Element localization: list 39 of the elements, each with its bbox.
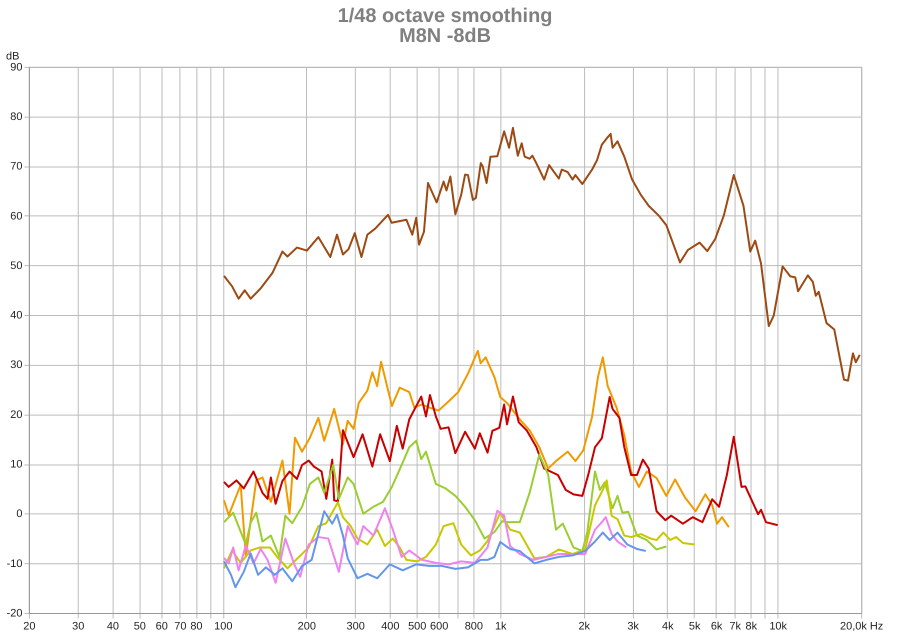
x-tick-label: 50 (134, 620, 146, 632)
y-tick-label: 90 (10, 61, 22, 74)
chart-title: 1/48 octave smoothing (338, 4, 552, 27)
x-tick-label: 2k (578, 620, 591, 632)
x-tick-label: 5k (688, 620, 701, 632)
y-tick-label: -10 (6, 558, 22, 570)
chart-subtitle: M8N -8dB (399, 24, 491, 47)
y-tick-label: 50 (10, 260, 22, 272)
y-tick-label: 60 (10, 210, 22, 222)
y-tick-label: 20 (10, 408, 22, 421)
x-tick-label: 8k (745, 620, 758, 632)
x-tick-label: 80 (190, 620, 203, 632)
x-tick-label: 1k (494, 620, 508, 632)
y-tick-label: 10 (10, 458, 22, 471)
y-tick-label: 30 (10, 359, 22, 372)
x-tick-label: 70 (174, 620, 186, 632)
y-tick-label: 70 (10, 160, 22, 173)
x-tick-label: 300 (346, 620, 365, 632)
y-axis-title: dB (6, 50, 20, 62)
y-tick-label: -20 (6, 608, 22, 620)
y-tick-label: 80 (10, 110, 22, 123)
x-tick-label: 30 (72, 620, 84, 632)
x-tick-label: 600 (430, 620, 448, 632)
x-tick-label: 4k (662, 620, 674, 632)
x-tick-label: 200 (298, 620, 316, 632)
x-tick-label: 6k (710, 620, 723, 632)
x-tick-label: 400 (381, 620, 400, 632)
x-tick-label: 20 (23, 620, 36, 632)
x-tick-label: 40 (106, 620, 120, 632)
x-tick-label: 100 (214, 620, 232, 632)
y-tick-label: 0 (16, 508, 22, 520)
y-tick-label: 40 (10, 310, 22, 322)
x-tick-label: 500 (408, 620, 426, 632)
x-tick-label: 3k (627, 620, 640, 632)
x-tick-label: 10k (769, 620, 788, 632)
x-tick-label: 800 (464, 620, 483, 632)
x-tick-label: 7k (729, 620, 742, 632)
x-tick-label: 60 (156, 620, 168, 632)
x-tick-label: 20,0k Hz (840, 620, 884, 632)
